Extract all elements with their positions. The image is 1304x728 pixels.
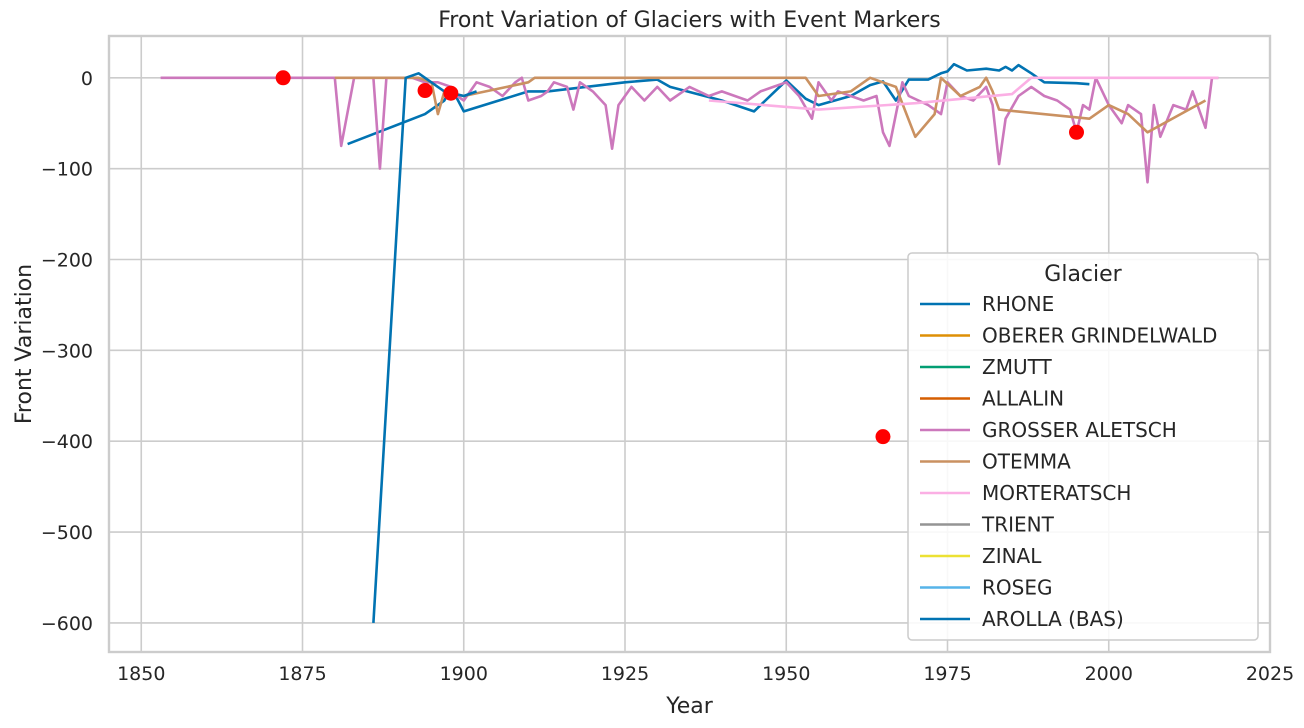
y-tick-label: −500: [41, 522, 93, 544]
tick-labels: 1850 1875 1900 1925 1950 1975 2000 2025 0 −100 −20…: [41, 68, 1294, 685]
x-tick-label: 2025: [1246, 663, 1294, 685]
y-tick-label: 0: [81, 68, 93, 90]
x-tick-label: 1850: [117, 663, 165, 685]
legend-label: TRIENT: [981, 513, 1055, 537]
y-tick-label: −200: [41, 250, 93, 272]
legend-title: Glacier: [1044, 262, 1122, 287]
series-line-morteratsch: [708, 76, 1219, 111]
y-tick-label: −100: [41, 159, 93, 181]
legend-label: AROLLA (BAS): [982, 607, 1124, 631]
x-tick-label: 1900: [440, 663, 488, 685]
x-tick-label: 1950: [762, 663, 810, 685]
legend-label: ZINAL: [982, 544, 1042, 568]
event-marker: [417, 83, 433, 99]
series-line-rhone: [347, 62, 1090, 146]
chart-title: Front Variation of Glaciers with Event M…: [438, 8, 941, 33]
x-tick-label: 1925: [601, 663, 649, 685]
series-layer: [160, 62, 1219, 623]
legend-label: GROSSER ALETSCH: [982, 418, 1177, 442]
legend-label: OBERER GRINDELWALD: [982, 324, 1217, 348]
x-tick-label: 1975: [923, 663, 971, 685]
y-tick-label: −300: [41, 340, 93, 362]
plot-frame: [107, 34, 1272, 654]
event-marker: [875, 429, 891, 445]
x-axis-title: Year: [665, 694, 714, 719]
legend-label: OTEMMA: [982, 450, 1071, 474]
event-markers: [275, 70, 1084, 445]
event-marker: [443, 85, 459, 101]
y-axis-title: Front Variation: [12, 264, 37, 424]
series-line-grosser-aletsch: [160, 76, 1219, 184]
series-line-arolla-bas: [372, 72, 478, 623]
legend-label: MORTERATSCH: [982, 481, 1131, 505]
legend-label: ALLALIN: [982, 387, 1064, 411]
event-marker: [1069, 124, 1084, 140]
legend-box: [907, 252, 1259, 641]
legend-label: RHONE: [982, 292, 1054, 316]
legend-label: ROSEG: [982, 576, 1052, 600]
event-marker: [275, 70, 291, 86]
legend-label: ZMUTT: [982, 355, 1052, 379]
y-tick-label: −400: [41, 431, 93, 453]
x-tick-label: 1875: [278, 663, 326, 685]
legend: Glacier RHONE OBERER GRINDELWALD ZMUTT ALLA…: [907, 252, 1259, 641]
y-tick-label: −600: [41, 613, 93, 635]
x-tick-label: 2000: [1085, 663, 1133, 685]
